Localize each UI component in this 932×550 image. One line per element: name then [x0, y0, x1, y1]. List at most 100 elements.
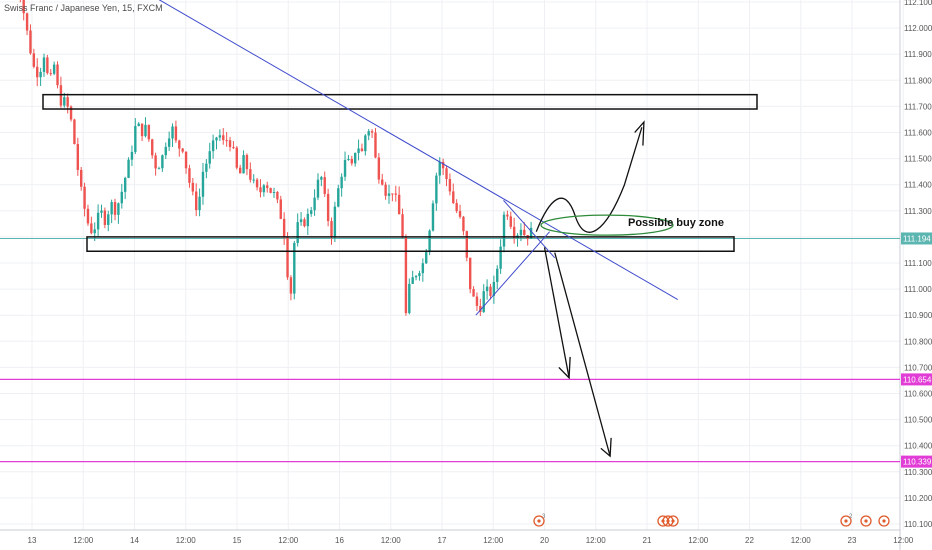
event-marker[interactable] [533, 515, 545, 527]
x-tick-label: 22 [745, 536, 754, 545]
chart-title: Swiss Franc / Japanese Yen, 15, FXCM [4, 3, 163, 13]
candle-body [127, 159, 130, 178]
candle-body [370, 131, 374, 133]
bearish-arrow-2[interactable] [554, 252, 611, 457]
price-level-tag [901, 455, 932, 468]
candle-body [225, 140, 228, 142]
candle-body [310, 210, 313, 214]
y-tick-label: 110.300 [904, 468, 932, 477]
candle-body [316, 179, 320, 198]
candle-body [485, 286, 489, 292]
candle-body [154, 155, 157, 169]
candle-body [117, 203, 120, 215]
buy-zone-ellipse[interactable] [540, 214, 674, 236]
candle-body [391, 193, 394, 195]
event-marker[interactable] [667, 515, 679, 527]
x-tick-label: 12:00 [893, 536, 914, 545]
candle-body [147, 124, 151, 140]
candle-body [130, 151, 134, 160]
candle-body [259, 187, 262, 193]
candle-body [205, 163, 208, 172]
candle-body [353, 152, 357, 164]
candle-body [276, 191, 279, 200]
event-marker-dot [864, 519, 868, 523]
candle-body [397, 194, 401, 215]
candle-body [181, 148, 184, 152]
event-marker-dot [537, 519, 541, 523]
candle-body [218, 135, 222, 138]
candle-body [144, 124, 147, 137]
y-tick-label: 110.600 [904, 390, 932, 399]
candle-body [330, 221, 333, 238]
candle-body [299, 219, 303, 223]
candle-body [86, 208, 90, 224]
event-marker[interactable] [840, 515, 852, 527]
candle-body [201, 171, 205, 197]
candle-body [36, 66, 39, 78]
resistance-zone-box[interactable] [42, 93, 758, 110]
candle-body [238, 167, 242, 174]
candle-body [279, 199, 282, 219]
candle-body [245, 155, 249, 170]
candle-body [431, 203, 435, 231]
candle-body [198, 196, 201, 211]
bullish-arrowhead [634, 120, 645, 146]
candle-body [384, 184, 387, 196]
candle-body [103, 210, 107, 225]
candle-body [96, 212, 100, 230]
candle-body [347, 158, 350, 161]
candle-body [137, 123, 140, 127]
candle-body [255, 179, 259, 188]
rising-trendline[interactable] [475, 231, 550, 316]
candle-body [509, 216, 512, 227]
candle-body [269, 187, 272, 193]
descending-trendline[interactable] [109, 0, 679, 300]
candle-body [472, 289, 475, 297]
candle-body [387, 193, 391, 196]
y-tick-label: 111.500 [904, 155, 932, 164]
x-tick-label: 17 [438, 536, 447, 545]
candle-body [512, 226, 516, 239]
candle-body [164, 146, 167, 156]
candle-body [289, 277, 293, 294]
event-marker[interactable] [860, 515, 872, 527]
price-level-tag [901, 373, 932, 386]
candle-body [39, 71, 42, 78]
candle-body [404, 237, 408, 314]
candle-body [360, 148, 364, 152]
candle-body [367, 131, 370, 136]
candle-body [157, 168, 161, 170]
candle-body [482, 291, 485, 313]
x-tick-label: 12:00 [586, 536, 607, 545]
x-tick-label: 12:00 [791, 536, 812, 545]
candle-body [350, 158, 353, 164]
candle-body [211, 140, 215, 152]
candle-body [529, 227, 533, 239]
candle-body [249, 169, 252, 180]
y-tick-label: 112.000 [904, 24, 932, 33]
candle-body [296, 222, 299, 243]
candle-body [73, 119, 76, 145]
candle-body [184, 151, 188, 169]
candle-body [435, 175, 438, 204]
candle-body [519, 229, 523, 236]
event-marker[interactable] [878, 515, 890, 527]
candle-body [499, 246, 502, 269]
x-tick-label: 15 [233, 536, 242, 545]
bullish-scenario-path[interactable] [535, 127, 643, 233]
candle-body [228, 140, 232, 148]
candle-body [452, 191, 455, 204]
candle-body [465, 231, 469, 258]
candle-body [468, 257, 472, 290]
candle-body [140, 123, 144, 137]
candle-body [42, 57, 46, 72]
candle-body [134, 126, 137, 152]
bearish-arrow-1[interactable] [543, 247, 570, 378]
candle-body [458, 211, 462, 217]
support-zone-box[interactable] [86, 236, 735, 253]
candle-body [502, 214, 506, 247]
candle-body [25, 13, 29, 31]
wedge-line[interactable] [503, 200, 556, 259]
